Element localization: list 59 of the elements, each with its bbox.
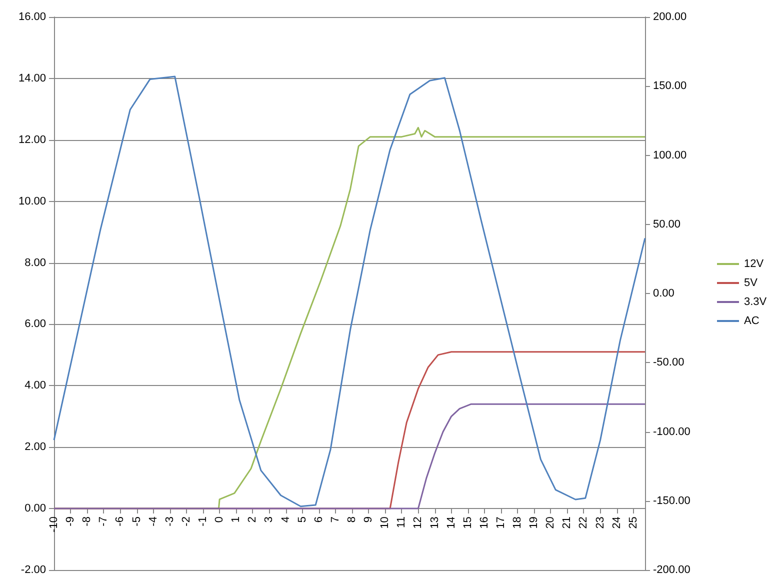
y-tick-label: 4.00 [24,380,46,392]
x-tick-label: -8 [81,516,94,526]
x-tick-label: 14 [445,516,458,529]
x-tick-label: 24 [610,516,623,529]
x-tick-label: 18 [512,516,524,529]
x-tick-label: 23 [594,516,606,529]
y2-tick-label: 150.00 [653,80,687,92]
x-tick-label: 16 [478,516,490,529]
legend-label: AC [744,315,760,327]
x-tick-label: -3 [164,516,176,526]
x-tick-label: 9 [362,516,375,523]
y2-tick-label: -200.00 [653,564,690,576]
x-tick-label: -9 [64,516,77,526]
x-tick-label: 3 [263,516,276,523]
x-tick-label: 6 [312,516,325,523]
x-tick-label: -4 [147,516,160,526]
x-tick-label: -2 [180,516,192,526]
x-tick-label: 20 [544,516,557,529]
y-tick-label: -2.00 [20,564,46,576]
x-tick-label: 12 [412,516,424,529]
x-tick-label: 17 [494,516,507,529]
x-tick-label: 2 [246,516,259,523]
y2-tick-label: -100.00 [653,426,690,438]
y-tick-label: 8.00 [24,256,46,269]
x-tick-label: 11 [396,516,408,528]
x-tick-label: 1 [230,516,242,523]
x-tick-label: 13 [428,516,441,529]
y2-tick-label: 0.00 [653,288,674,300]
x-tick-label: 8 [346,516,358,523]
x-tick-label: 25 [627,516,640,529]
x-tick-label: 7 [329,516,342,523]
y-tick-label: 0.00 [24,502,46,515]
y2-tick-label: -50.00 [653,356,684,369]
x-tick-label: 5 [296,516,308,523]
x-tick-label: 21 [561,516,574,529]
legend-label: 12V [744,258,764,270]
y-tick-label: 14.00 [18,72,46,84]
y-tick-label: 10.00 [18,195,46,208]
x-tick-label: -6 [114,516,126,526]
x-tick-label: 10 [379,516,392,529]
y-tick-label: 16.00 [18,11,46,23]
x-tick-label: 22 [578,516,590,529]
x-tick-label: 15 [462,516,474,529]
x-tick-label: 0 [214,516,226,523]
legend-label: 5V [744,277,758,289]
y-tick-label: 12.00 [18,134,46,146]
x-tick-label: -5 [130,516,143,526]
y-tick-label: 2.00 [24,441,46,454]
x-tick-label: 4 [280,516,292,523]
x-tick-label: -10 [48,516,60,532]
y2-tick-label: -150.00 [653,494,690,507]
y2-tick-label: 50.00 [653,218,681,230]
y2-tick-label: 100.00 [653,149,687,162]
x-tick-label: 19 [528,516,540,529]
y2-tick-label: 200.00 [653,11,687,23]
x-tick-label: -7 [98,516,110,526]
y-tick-label: 6.00 [24,318,46,330]
legend-label: 3.3V [744,296,768,308]
x-tick-label: -1 [196,516,209,526]
